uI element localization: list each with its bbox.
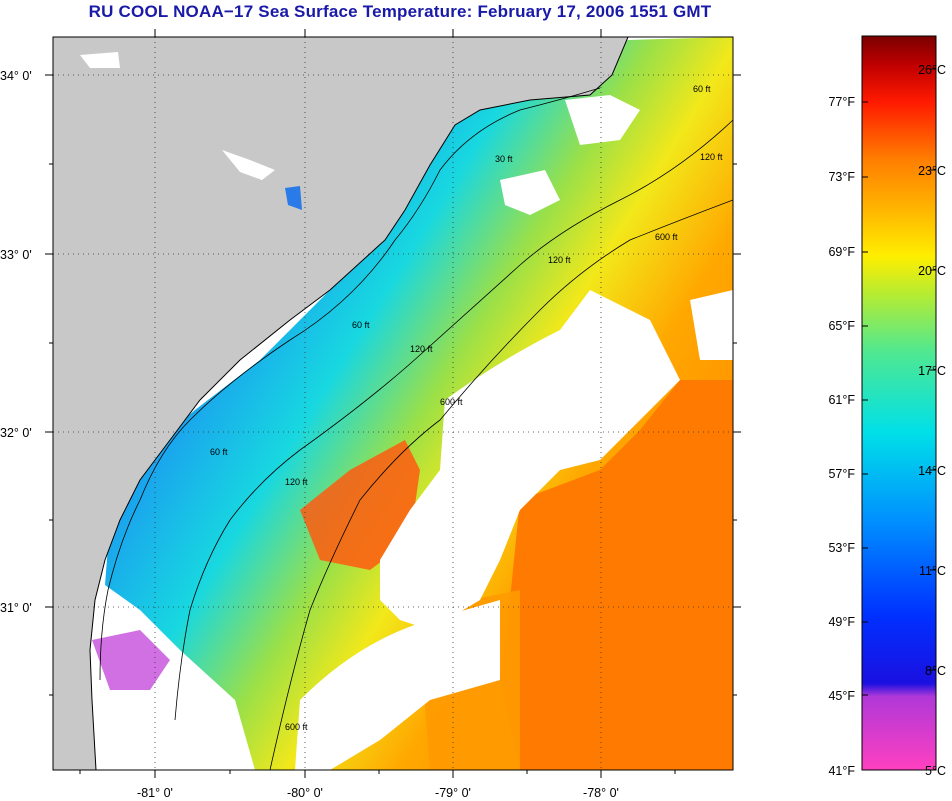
colorbar-ticks [862, 68, 936, 696]
fahrenheit-label: 45°F [828, 689, 855, 703]
fahrenheit-label: 65°F [828, 319, 855, 333]
fahrenheit-label: 53°F [828, 541, 855, 555]
celsius-label: 20°C [918, 264, 946, 278]
celsius-label: 23°C [918, 164, 946, 178]
celsius-label: 26°C [918, 63, 946, 77]
contour-label: 60 ft [210, 447, 228, 457]
celsius-label: 8°C [925, 664, 946, 678]
bathymetry-contour-60ft [99, 87, 601, 681]
cloud-mask-east [690, 290, 733, 360]
contour-label: 600 ft [655, 232, 678, 242]
land-area [53, 37, 628, 770]
longitude-label: -81° 0' [137, 786, 173, 800]
contour-label: 120 ft [285, 477, 308, 487]
fahrenheit-label: 69°F [828, 245, 855, 259]
contour-label: 120 ft [700, 152, 723, 162]
contour-label: 60 ft [693, 84, 711, 94]
map-area: 30 ft 60 ft 120 ft 600 ft 120 ft 60 ft 1… [53, 37, 733, 770]
longitude-label: -79° 0' [435, 786, 471, 800]
fahrenheit-label: 77°F [828, 95, 855, 109]
fahrenheit-label: 73°F [828, 170, 855, 184]
fahrenheit-label: 41°F [828, 764, 855, 778]
colorbar [861, 35, 937, 771]
map-frame [52, 36, 734, 771]
gulf-stream-warm-area [300, 440, 420, 570]
cloud-mask-north [565, 95, 640, 145]
fahrenheit-label: 57°F [828, 467, 855, 481]
contour-label: 120 ft [548, 255, 571, 265]
latitude-label: 34° 0' [0, 69, 32, 83]
contour-label: 60 ft [352, 320, 370, 330]
bathymetry-contour-120ft [174, 119, 733, 721]
map-title: RU COOL NOAA−17 Sea Surface Temperature:… [88, 2, 712, 21]
fahrenheit-label: 61°F [828, 393, 855, 407]
fahrenheit-label: 49°F [828, 615, 855, 629]
inland-lake [222, 150, 275, 180]
celsius-label: 11°C [919, 564, 946, 578]
latitude-label: 32° 0' [0, 426, 32, 440]
celsius-label: 17°C [918, 364, 946, 378]
cloud-mask-lower [295, 600, 500, 770]
celsius-label: 14°C [918, 464, 946, 478]
frame-ticks [45, 29, 741, 778]
graticule [53, 37, 733, 770]
longitude-label: -80° 0' [287, 786, 323, 800]
cloud-mask-offshore [380, 290, 680, 630]
cloud-mask-shelf [500, 170, 560, 215]
contour-label: 30 ft [495, 154, 513, 164]
celsius-label: 5°C [925, 764, 946, 778]
longitude-label: -78° 0' [583, 786, 619, 800]
latitude-label: 31° 0' [0, 601, 32, 615]
contour-label: 600 ft [285, 722, 308, 732]
latitude-label: 33° 0' [0, 248, 32, 262]
inland-lake [80, 52, 120, 68]
contour-label: 120 ft [410, 344, 433, 354]
offshore-warm-area [500, 380, 733, 770]
inland-lake [285, 186, 302, 210]
bathymetry-contour-600ft [269, 199, 733, 770]
coastline [89, 37, 629, 770]
contour-label: 600 ft [440, 397, 463, 407]
cold-nearshore-area [92, 630, 170, 690]
